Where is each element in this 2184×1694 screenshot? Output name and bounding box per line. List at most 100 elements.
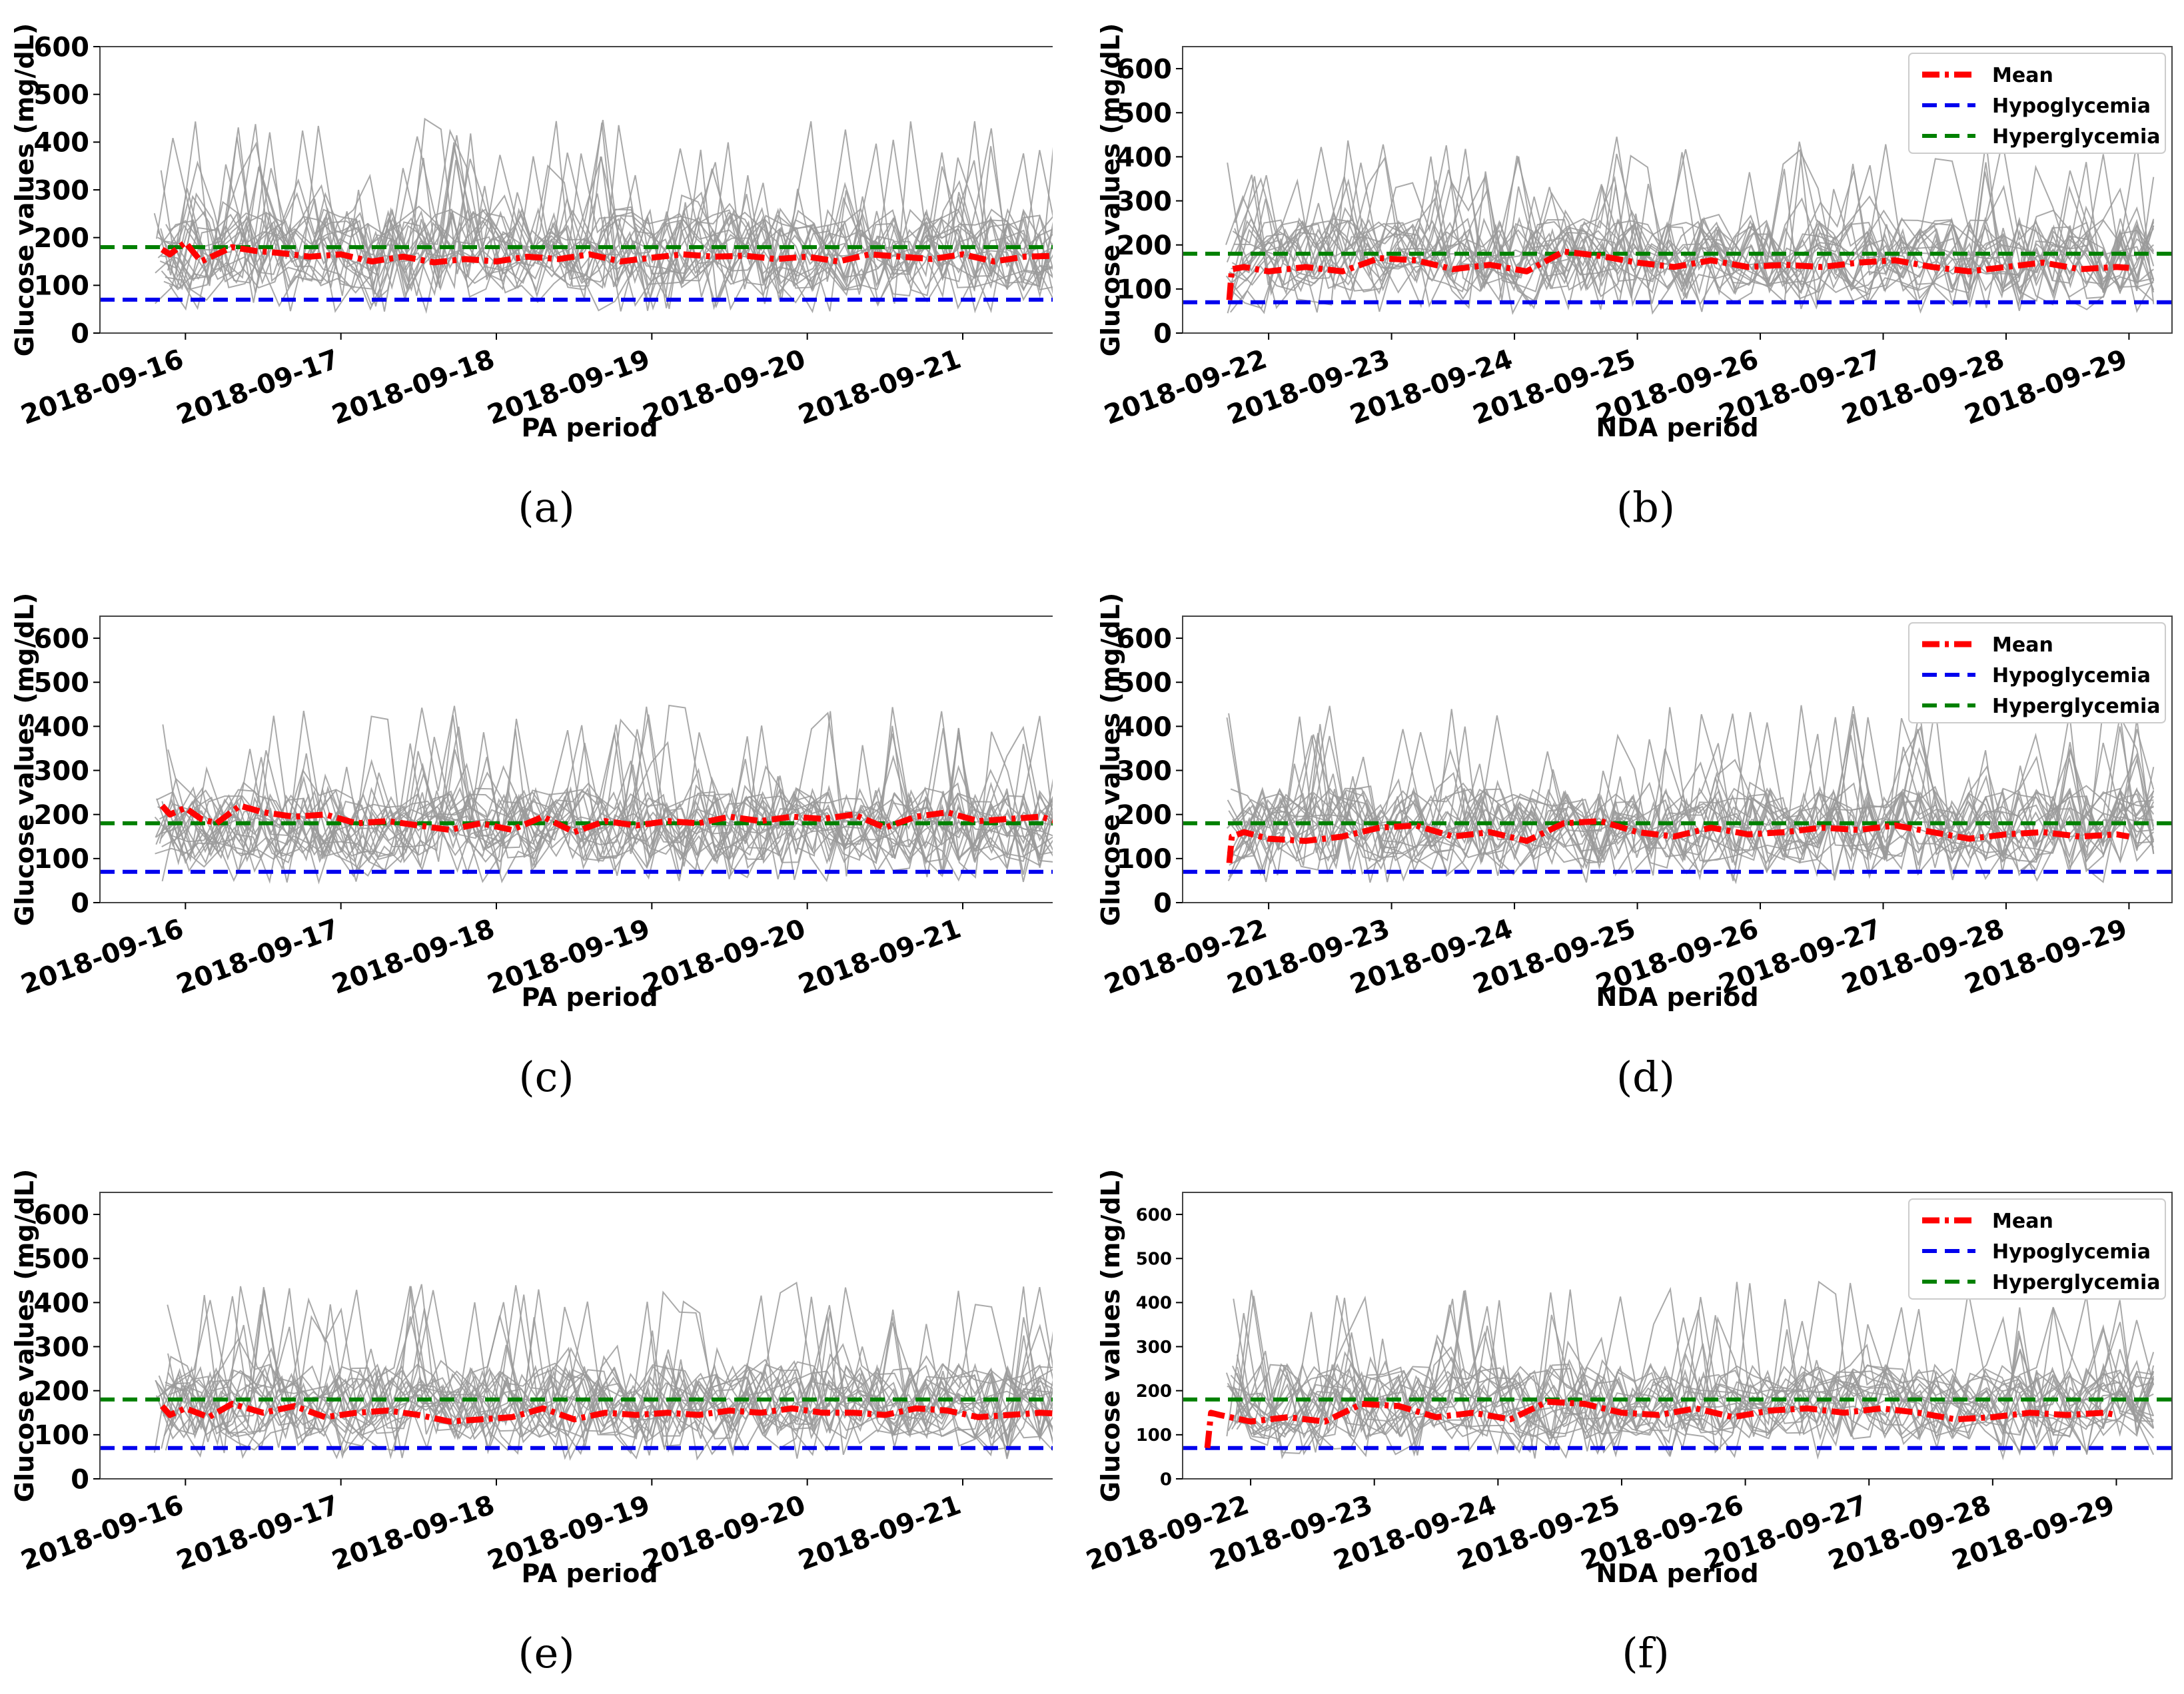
caption-e: (e) (518, 1629, 575, 1677)
x-axis-title: PA period (521, 1559, 658, 1588)
individual-traces-b (1225, 137, 2155, 315)
x-tick-label: 2018-09-20 (639, 344, 810, 431)
x-axis-title: NDA period (1596, 413, 1758, 442)
plot-frame (1182, 46, 2173, 334)
mean-line (1226, 248, 2129, 300)
patient-trace (161, 1297, 1053, 1448)
y-tick-label: 100 (1117, 844, 1173, 875)
y-tick-label: 600 (34, 1200, 90, 1230)
y-axis-title: Glucose values (mg/dL) (10, 23, 39, 356)
x-tick-label: 2018-09-17 (173, 913, 343, 1001)
caption-b: (b) (1616, 483, 1676, 532)
y-tick-label: 100 (34, 1420, 90, 1451)
y-tick-label: 0 (71, 318, 89, 349)
y-tick-label: 600 (1136, 1205, 1172, 1225)
y-tick-label: 200 (1117, 230, 1173, 261)
patient-trace (161, 133, 1053, 314)
y-tick-label: 200 (1117, 800, 1173, 831)
chart-panel-f: 0 100 200 300 400 500 600 2018-09-22 2018-09-23 2… (1086, 1166, 2173, 1679)
individual-traces-e (153, 1281, 1053, 1461)
legend-box (1908, 622, 2166, 723)
caption-f: (f) (1622, 1629, 1670, 1677)
mean-line (159, 803, 1053, 835)
y-tick-label: 400 (34, 712, 90, 743)
patient-trace (1235, 713, 2155, 870)
legend-label-hyperglycemia: Hyperglycemia (1992, 1271, 2161, 1294)
patient-trace (162, 724, 1053, 882)
y-tick-label: 200 (34, 1376, 90, 1407)
y-tick-label: 300 (34, 1332, 90, 1363)
patient-trace (1234, 1290, 2155, 1442)
patient-trace (159, 146, 1053, 306)
patient-trace (1228, 705, 2155, 883)
x-tick-label: 2018-09-20 (639, 1489, 810, 1577)
legend-label-hyperglycemia: Hyperglycemia (1992, 125, 2161, 149)
x-tick-label: 2018-09-21 (794, 1489, 965, 1577)
patient-trace (155, 127, 1053, 296)
legend-box (1908, 53, 2166, 154)
patient-trace (163, 121, 1053, 314)
patient-trace (1235, 216, 2154, 310)
y-tick-label: 500 (34, 668, 90, 699)
y-tick-label: 500 (1136, 1250, 1172, 1270)
y-tick-label: 400 (34, 128, 90, 159)
patient-trace (169, 147, 1053, 311)
x-tick-label: 2018-09-20 (639, 913, 810, 1001)
legend-box (1908, 1198, 2166, 1300)
patient-trace (163, 1281, 1053, 1460)
x-tick-label: 2018-09-18 (328, 344, 498, 431)
x-tick-label: 2018-09-21 (794, 913, 965, 1001)
y-tick-label: 100 (1117, 274, 1173, 305)
patient-trace (1227, 165, 2154, 312)
y-tick-label: 200 (1136, 1382, 1172, 1402)
individual-traces-d (1226, 703, 2155, 885)
x-axis-title: PA period (521, 983, 658, 1012)
patient-trace (1231, 1295, 2155, 1458)
legend-label-hypoglycemia: Hypoglycemia (1992, 1240, 2151, 1264)
patient-trace (156, 707, 1053, 881)
x-axis-title: NDA period (1596, 1559, 1758, 1588)
mean-line (159, 1401, 1053, 1425)
y-tick-label: 100 (34, 271, 90, 302)
patient-trace (167, 1290, 1053, 1457)
x-tick-label: 2018-09-18 (328, 1489, 498, 1577)
patient-trace (1229, 1307, 2155, 1458)
mean-line (1226, 818, 2130, 863)
y-tick-label: 600 (1117, 624, 1173, 654)
patient-trace (1229, 141, 2155, 310)
chart-panel-d: 0 100 200 300 400 500 600 2018-09-22 2018-09-23 2… (1086, 590, 2173, 1102)
y-tick-label: 500 (1117, 99, 1173, 129)
individual-traces-a (153, 117, 1053, 314)
mean-line (1204, 1398, 2117, 1449)
caption-c: (c) (518, 1053, 574, 1101)
chart-svg-f: 01002003004005006002018-09-222018-09-232… (1086, 1169, 2173, 1588)
y-tick-label: 300 (34, 175, 90, 206)
x-tick-label: 2018-09-18 (328, 913, 498, 1001)
y-tick-label: 600 (34, 32, 90, 63)
patient-trace (1229, 706, 2155, 877)
patient-trace (1227, 757, 2154, 862)
y-tick-label: 600 (34, 624, 90, 654)
plot-frame (1182, 616, 2173, 903)
legend-label-mean: Mean (1992, 634, 2053, 657)
patient-trace (161, 121, 1053, 311)
x-tick-label: 2018-09-16 (17, 1489, 188, 1577)
chart-svg-a: 01002003004005006002018-09-162018-09-172… (10, 23, 1053, 442)
patient-trace (155, 733, 1053, 883)
y-tick-label: 500 (34, 1244, 90, 1275)
y-tick-label: 500 (1117, 668, 1173, 699)
plot-frame (99, 616, 1053, 903)
y-tick-label: 200 (34, 800, 90, 831)
patient-trace (1225, 141, 2155, 315)
chart-panel-b: 0 100 200 300 400 500 600 2018-09-22 2018-09-23 2… (1086, 20, 2173, 533)
x-axis-title: NDA period (1596, 983, 1758, 1012)
y-axis-title: Glucose values (mg/dL) (1096, 593, 1125, 926)
y-axis-title: Glucose values (mg/dL) (10, 1169, 39, 1502)
patient-trace (1237, 1296, 2155, 1458)
patient-trace (1232, 717, 2155, 870)
y-axis-title: Glucose values (mg/dL) (1096, 1169, 1125, 1502)
patient-trace (1229, 785, 2155, 874)
x-tick-label: 2018-09-17 (173, 1489, 343, 1577)
legend-label-mean: Mean (1992, 64, 2053, 87)
y-tick-label: 200 (34, 223, 90, 254)
